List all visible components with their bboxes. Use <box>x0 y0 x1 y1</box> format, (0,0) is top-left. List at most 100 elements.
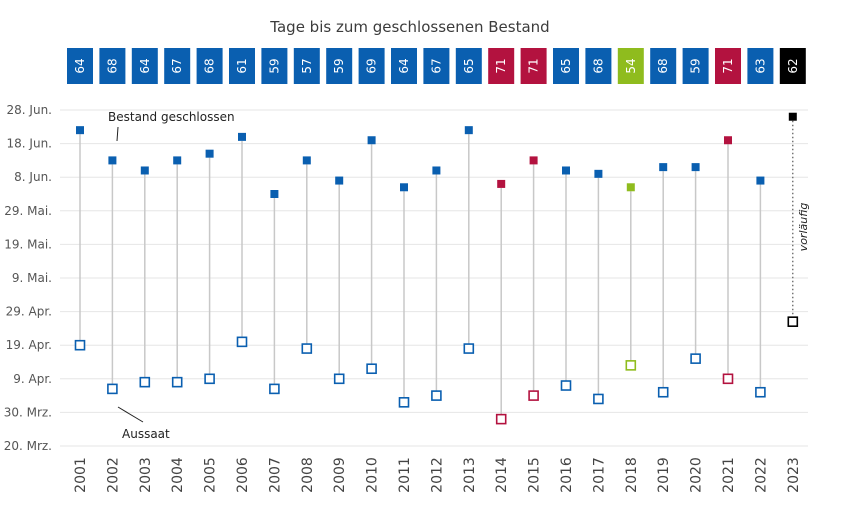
sowing-marker <box>269 383 280 395</box>
x-axis-ticks: 2001 2002 2003 2004 2005 2006 2007 2008 2009 2010… <box>73 457 802 493</box>
closed-stand-marker <box>497 179 506 188</box>
sowing-marker <box>625 360 637 371</box>
closed-stand-marker <box>400 183 408 192</box>
x-tick-label: 2015 <box>527 457 543 493</box>
days-badge <box>423 48 450 84</box>
x-tick-label: 2012 <box>429 457 445 493</box>
sowing-marker <box>171 376 183 388</box>
sowing-marker <box>333 373 345 385</box>
closed-stand-marker <box>140 166 149 175</box>
days-badge-value: 65 <box>559 58 573 73</box>
days-badge <box>455 48 482 84</box>
days-badge <box>553 48 579 84</box>
days-badge <box>747 48 774 84</box>
days-badge <box>715 48 741 84</box>
closed-stand-marker <box>173 156 182 165</box>
sowing-marker <box>593 393 604 405</box>
days-badge-value: 67 <box>429 58 443 73</box>
closed-stand-marker <box>367 136 376 145</box>
days-badge <box>682 48 709 84</box>
days-badge-value: 64 <box>138 58 152 73</box>
days-badge-value: 54 <box>624 58 638 73</box>
closed-stand-marker <box>756 176 765 185</box>
x-tick-label: 2011 <box>397 457 413 493</box>
sowing-marker <box>495 413 507 425</box>
sowing-marker <box>236 336 248 348</box>
days-badge <box>650 48 677 84</box>
days-badge-value: 62 <box>786 58 800 73</box>
sowing-marker <box>657 386 669 398</box>
x-tick-label: 2008 <box>300 457 316 493</box>
chart-title: Tage bis zum geschlossenen Bestand <box>269 18 549 36</box>
days-badge-value: 59 <box>332 58 346 73</box>
x-tick-label: 2022 <box>753 457 769 493</box>
x-tick-label: 2018 <box>624 457 640 493</box>
days-badge-value: 68 <box>203 58 217 73</box>
sowing-leader <box>117 406 144 423</box>
sowing-marker <box>755 386 766 398</box>
grid-lines <box>60 109 808 447</box>
sowing-marker <box>74 339 86 351</box>
sowing-marker <box>398 397 410 408</box>
days-badges: 64 68 64 67 68 61 59 57 59 69 64 67 65 71 71 65 68 54 68 59… <box>67 48 806 84</box>
days-badge-value: 59 <box>267 58 281 73</box>
days-badge <box>99 48 126 84</box>
closed-stand-marker <box>302 156 311 165</box>
closed-stand-marker <box>788 112 797 121</box>
closed-stand-marker <box>108 156 117 165</box>
closed-stand-leader <box>116 126 119 142</box>
x-tick-label: 2013 <box>462 457 478 493</box>
x-tick-label: 2010 <box>365 457 381 493</box>
days-badge <box>229 48 255 84</box>
y-tick-label: 29. Mai. <box>4 204 52 218</box>
closed-stand-marker <box>529 156 538 165</box>
y-tick-label: 9. Mai. <box>12 271 52 285</box>
closed-stand-marker <box>432 166 441 175</box>
closed-stand-marker <box>594 169 603 178</box>
days-badge <box>520 48 547 84</box>
closed-stand-marker <box>76 126 84 135</box>
x-tick-label: 2003 <box>138 457 154 493</box>
days-badge <box>617 48 644 84</box>
days-badge-value: 63 <box>753 58 767 73</box>
days-badge <box>164 48 191 84</box>
days-badge-value: 59 <box>689 58 703 73</box>
days-badge-value: 67 <box>170 58 184 73</box>
x-tick-label: 2001 <box>73 457 89 493</box>
closed-stand-marker <box>464 126 473 135</box>
closed-stand-label: Bestand geschlossen <box>108 110 235 124</box>
closed-stand-marker <box>270 190 279 198</box>
days-badge-value: 64 <box>397 58 411 73</box>
sowing-marker <box>690 353 701 364</box>
y-axis-ticks: 28. Jun. 18. Jun. 8. Jun. 29. Mai. 19. Mai. 9… <box>4 103 52 453</box>
sowing-label: Aussaat <box>122 427 170 441</box>
x-tick-label: 2005 <box>203 457 219 493</box>
y-tick-label: 28. Jun. <box>7 103 52 117</box>
sowing-marker <box>463 343 475 354</box>
days-badge-value: 64 <box>73 58 87 73</box>
x-tick-label: 2023 <box>786 457 802 493</box>
points <box>74 112 799 425</box>
days-badge-value: 68 <box>105 58 119 73</box>
closed-stand-marker <box>659 163 668 172</box>
days-badge-value: 69 <box>365 58 379 73</box>
days-badge <box>131 48 158 84</box>
sowing-marker <box>301 343 313 354</box>
days-badge <box>196 48 223 84</box>
days-badge <box>358 48 385 84</box>
days-badge <box>326 48 353 84</box>
y-tick-label: 19. Apr. <box>6 338 52 352</box>
provisional-label: vorläufig <box>797 203 810 252</box>
closed-stand-marker <box>691 163 700 172</box>
days-badge-value: 68 <box>656 58 670 73</box>
x-tick-label: 2017 <box>591 457 607 493</box>
sowing-marker <box>787 316 799 327</box>
closed-stand-marker <box>205 149 214 158</box>
y-tick-label: 8. Jun. <box>14 170 52 184</box>
sowing-marker <box>560 380 572 391</box>
days-badge-value: 57 <box>300 58 314 73</box>
days-badge-value: 71 <box>527 58 541 73</box>
x-tick-label: 2014 <box>494 457 510 493</box>
y-tick-label: 19. Mai. <box>4 237 52 251</box>
